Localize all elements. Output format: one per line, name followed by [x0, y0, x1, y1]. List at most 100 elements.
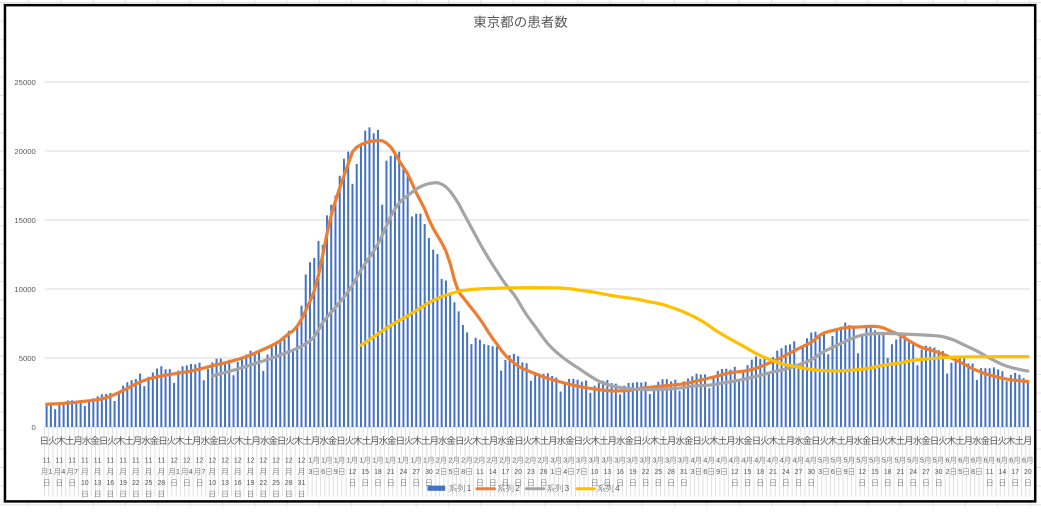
svg-text:2: 2 — [795, 469, 799, 476]
svg-text:1: 1 — [773, 469, 777, 476]
svg-text:5: 5 — [907, 457, 911, 464]
svg-text:2: 2 — [412, 469, 416, 476]
svg-text:9: 9 — [716, 469, 720, 476]
svg-text:2: 2 — [174, 457, 178, 464]
svg-text:1: 1 — [119, 457, 123, 464]
svg-text:1: 1 — [359, 457, 363, 464]
svg-text:1: 1 — [398, 457, 402, 464]
svg-text:2: 2 — [263, 480, 267, 487]
svg-text:3: 3 — [665, 457, 669, 464]
svg-text:2: 2 — [301, 457, 305, 464]
svg-text:1: 1 — [871, 469, 875, 476]
svg-text:1: 1 — [372, 457, 376, 464]
svg-text:2: 2 — [272, 480, 276, 487]
svg-text:2: 2 — [946, 469, 950, 476]
svg-text:6: 6 — [946, 457, 950, 464]
svg-text:1: 1 — [489, 469, 493, 476]
svg-text:6: 6 — [958, 457, 962, 464]
svg-text:2: 2 — [157, 480, 161, 487]
svg-text:6: 6 — [831, 469, 835, 476]
svg-text:3: 3 — [225, 480, 229, 487]
svg-text:5: 5 — [844, 457, 848, 464]
svg-text:3: 3 — [680, 469, 684, 476]
svg-text:3: 3 — [98, 480, 102, 487]
svg-text:6: 6 — [1009, 457, 1013, 464]
svg-text:6: 6 — [544, 469, 548, 476]
svg-text:1: 1 — [221, 457, 225, 464]
svg-text:1: 1 — [308, 457, 312, 464]
svg-text:2: 2 — [527, 469, 531, 476]
svg-text:9: 9 — [250, 480, 254, 487]
svg-text:1: 1 — [1011, 469, 1015, 476]
svg-text:4: 4 — [786, 469, 790, 476]
svg-text:5: 5 — [149, 480, 153, 487]
svg-text:5000: 5000 — [19, 354, 36, 363]
svg-text:1: 1 — [385, 457, 389, 464]
svg-text:1: 1 — [157, 457, 161, 464]
svg-text:15000: 15000 — [14, 216, 35, 225]
svg-text:2: 2 — [514, 469, 518, 476]
svg-text:1: 1 — [616, 469, 620, 476]
svg-text:3: 3 — [576, 457, 580, 464]
svg-text:1: 1 — [410, 457, 414, 464]
svg-text:4: 4 — [403, 469, 407, 476]
svg-text:1: 1 — [603, 469, 607, 476]
svg-text:4: 4 — [703, 457, 707, 464]
svg-text:6: 6 — [238, 480, 242, 487]
svg-text:9: 9 — [334, 469, 338, 476]
svg-text:2: 2 — [400, 469, 404, 476]
svg-text:7: 7 — [798, 469, 802, 476]
svg-text:2: 2 — [538, 457, 542, 464]
svg-text:4: 4 — [493, 469, 497, 476]
svg-text:6: 6 — [984, 457, 988, 464]
svg-text:0: 0 — [811, 469, 815, 476]
svg-text:8: 8 — [971, 469, 975, 476]
svg-text:7: 7 — [926, 469, 930, 476]
svg-text:8: 8 — [378, 469, 382, 476]
svg-text:2: 2 — [735, 469, 739, 476]
svg-text:7: 7 — [202, 469, 206, 476]
svg-text:1: 1 — [85, 457, 89, 464]
svg-text:1: 1 — [502, 469, 506, 476]
svg-text:8: 8 — [461, 469, 465, 476]
svg-text:4: 4 — [1002, 469, 1006, 476]
svg-text:4: 4 — [189, 469, 193, 476]
svg-text:1: 1 — [347, 457, 351, 464]
svg-text:3: 3 — [614, 457, 618, 464]
svg-text:3: 3 — [818, 469, 822, 476]
svg-text:1: 1 — [298, 457, 302, 464]
svg-text:0: 0 — [939, 469, 943, 476]
svg-text:1: 1 — [59, 457, 63, 464]
svg-text:2: 2 — [862, 469, 866, 476]
svg-text:5: 5 — [869, 457, 873, 464]
svg-text:2: 2 — [436, 457, 440, 464]
svg-text:1: 1 — [374, 469, 378, 476]
svg-text:4: 4 — [563, 469, 567, 476]
svg-text:5: 5 — [831, 457, 835, 464]
svg-text:3: 3 — [607, 469, 611, 476]
svg-text:3: 3 — [678, 457, 682, 464]
svg-text:1: 1 — [858, 469, 862, 476]
svg-text:2: 2 — [487, 457, 491, 464]
svg-text:2: 2 — [500, 457, 504, 464]
svg-text:1: 1 — [334, 457, 338, 464]
svg-text:1: 1 — [321, 457, 325, 464]
svg-text:1: 1 — [221, 480, 225, 487]
svg-text:1: 1 — [629, 469, 633, 476]
svg-text:1: 1 — [119, 480, 123, 487]
svg-text:5: 5 — [449, 469, 453, 476]
svg-text:1: 1 — [744, 469, 748, 476]
svg-text:4: 4 — [61, 469, 65, 476]
svg-text:2: 2 — [132, 480, 136, 487]
svg-text:2: 2 — [212, 457, 216, 464]
svg-text:1: 1 — [170, 457, 174, 464]
svg-text:7: 7 — [1015, 469, 1019, 476]
svg-text:2: 2 — [285, 480, 289, 487]
svg-text:8: 8 — [888, 469, 892, 476]
svg-text:1: 1 — [259, 457, 263, 464]
svg-text:1: 1 — [234, 480, 238, 487]
svg-text:2: 2 — [1024, 469, 1028, 476]
svg-text:3: 3 — [601, 457, 605, 464]
svg-text:1: 1 — [81, 480, 85, 487]
svg-text:3: 3 — [298, 480, 302, 487]
